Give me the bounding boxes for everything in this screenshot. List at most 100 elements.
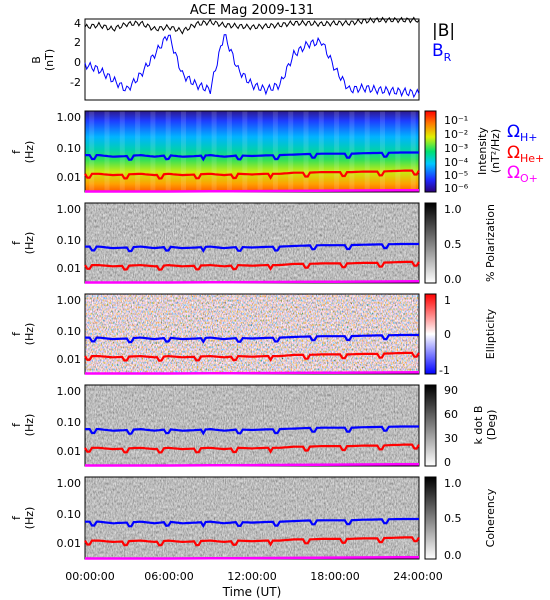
y-axis-unit: (Hz) xyxy=(23,414,36,437)
y-tick-label: 0.01 xyxy=(57,262,82,275)
polarization-spectrogram xyxy=(85,203,419,283)
colorbar-tick: 10⁻⁶ xyxy=(444,182,469,195)
gyrofrequency-overlays xyxy=(84,151,420,560)
legend-b-abs: |B| xyxy=(432,21,455,41)
y-axis-label: f xyxy=(10,331,23,336)
colorbar-intensity xyxy=(424,110,437,193)
legend-omega-h: ΩH+ xyxy=(507,122,538,144)
colorbar-ellipticity xyxy=(424,293,437,375)
y-tick-label: 0.01 xyxy=(57,445,82,458)
intensity-stripe xyxy=(242,111,248,192)
x-tick-label: 24:00:00 xyxy=(393,570,442,583)
x-tick-label: 12:00:00 xyxy=(227,570,276,583)
colorbar-tick: 10⁻⁴ xyxy=(444,156,469,169)
colorbar-tick: 30 xyxy=(444,432,458,445)
y-tick-label: 4 xyxy=(74,17,81,30)
panel-ellipticity: 1 0 -1 Ellipticity xyxy=(84,293,497,377)
colorbar-tick: 0.5 xyxy=(444,512,462,525)
ellipticity-spectrogram xyxy=(85,294,419,374)
intensity-stripe xyxy=(288,111,294,192)
colorbar-tick: 10⁻¹ xyxy=(444,114,468,127)
y-tick-label: 1.00 xyxy=(57,477,82,490)
panel-coherency: 1.0 0.5 0.0 Coherency xyxy=(84,476,497,562)
panel-kdotb: 90 60 30 0 k dot B (Deg) xyxy=(84,384,498,469)
y-tick-label: 1.00 xyxy=(57,203,82,216)
y-tick-label: 0.10 xyxy=(57,142,82,155)
colorbar-label-polarization: % Polarization xyxy=(484,204,497,282)
y-axis-unit: (Hz) xyxy=(23,232,36,255)
gyrofrequency-line-he-panel-3 xyxy=(84,260,420,271)
intensity-spectrogram xyxy=(85,111,419,192)
colorbar-tick: -1 xyxy=(439,364,450,377)
y-tick-label: 1.00 xyxy=(57,111,82,124)
intensity-stripe xyxy=(150,111,156,192)
y-tick-label: 0 xyxy=(74,56,81,69)
colorbar-tick: 0.5 xyxy=(444,238,462,251)
y-tick-label: 1.00 xyxy=(57,385,82,398)
colorbar-tick: 1.0 xyxy=(444,477,462,490)
y-axis-unit: (Hz) xyxy=(23,507,36,530)
colorbar-tick: 10⁻⁵ xyxy=(444,169,468,182)
gyrofrequency-line-o-panel-4 xyxy=(85,370,420,375)
x-axis: 00:00:00 06:00:00 12:00:00 18:00:00 24:0… xyxy=(65,570,442,599)
y-axis-unit: (Hz) xyxy=(23,141,36,164)
colorbar-label-coherency: Coherency xyxy=(484,488,497,547)
gyrofrequency-line-o-panel-6 xyxy=(85,555,420,560)
colorbar-tick: 60 xyxy=(444,408,458,421)
gyrofrequency-line-he-panel-5 xyxy=(84,443,420,454)
x-tick-label: 06:00:00 xyxy=(144,570,193,583)
panel-b-frame xyxy=(84,18,420,101)
y-tick-label: 2 xyxy=(74,36,81,49)
chart-title: ACE Mag 2009-131 xyxy=(190,3,314,18)
intensity-stripe xyxy=(318,111,324,192)
gyrofrequency-line-he-panel-6 xyxy=(84,536,420,547)
y-axis-label: f xyxy=(10,149,23,154)
colorbar-tick: 0 xyxy=(444,328,451,341)
series-b-abs-line xyxy=(84,16,420,35)
y-axis-unit: (Hz) xyxy=(23,323,36,346)
colorbar-label-intensity: Intensity xyxy=(476,127,489,175)
colorbar-unit-intensity: (nT²/Hz) xyxy=(489,129,502,173)
intensity-stripe xyxy=(380,111,385,192)
intensity-stripe xyxy=(196,111,202,192)
intensity-stripe xyxy=(211,111,217,192)
x-tick-label: 00:00:00 xyxy=(65,570,114,583)
intensity-stripe xyxy=(119,111,125,192)
x-tick-label: 18:00:00 xyxy=(310,570,359,583)
gyrofrequency-line-o-panel-2 xyxy=(85,188,420,193)
y-tick-label: 0.10 xyxy=(57,508,82,521)
gyrofrequency-line-h-panel-4 xyxy=(85,333,419,344)
intensity-stripe xyxy=(89,111,95,192)
intensity-stripe xyxy=(303,111,309,192)
colorbar-tick: 0 xyxy=(444,456,451,469)
y-tick-label: 0.10 xyxy=(57,325,82,338)
intensity-stripe xyxy=(135,111,141,192)
gyrofrequency-line-he-panel-4 xyxy=(84,351,420,362)
y-axis-label: f xyxy=(10,422,23,427)
y-tick-label: 0.10 xyxy=(57,234,82,247)
y-axis-label: f xyxy=(10,240,23,245)
colorbar-tick: 0.0 xyxy=(444,273,462,286)
intensity-stripe xyxy=(181,111,186,192)
intensity-stripe xyxy=(272,111,278,192)
gyrofrequency-line-h-panel-5 xyxy=(85,425,419,436)
gyrofrequency-line-h-panel-2 xyxy=(85,151,419,162)
gyrofrequency-line-o-panel-3 xyxy=(85,279,420,284)
panel-intensity: 10⁻¹ 10⁻² 10⁻³ 10⁻⁴ 10⁻⁵ 10⁻⁶ Intensity … xyxy=(84,110,544,195)
legend-omega-o: ΩO+ xyxy=(507,163,538,185)
series-br-line xyxy=(84,34,420,99)
gyrofrequency-line-h-panel-3 xyxy=(85,242,419,253)
y-tick-label: -2 xyxy=(70,76,81,89)
colorbar-kdotb xyxy=(424,384,437,467)
intensity-stripe xyxy=(334,111,340,192)
y-tick-label: 0.01 xyxy=(57,353,82,366)
colorbar-tick: 1 xyxy=(444,294,451,307)
colorbar-tick: 10⁻² xyxy=(444,128,468,141)
intensity-stripe xyxy=(349,111,355,192)
intensity-stripe xyxy=(257,111,263,192)
y-tick-label: 0.01 xyxy=(57,537,82,550)
colorbar-tick: 0.0 xyxy=(444,549,462,562)
y-ticks-b: 4 2 0 -2 xyxy=(70,17,81,89)
colorbar-polarization xyxy=(424,202,437,284)
